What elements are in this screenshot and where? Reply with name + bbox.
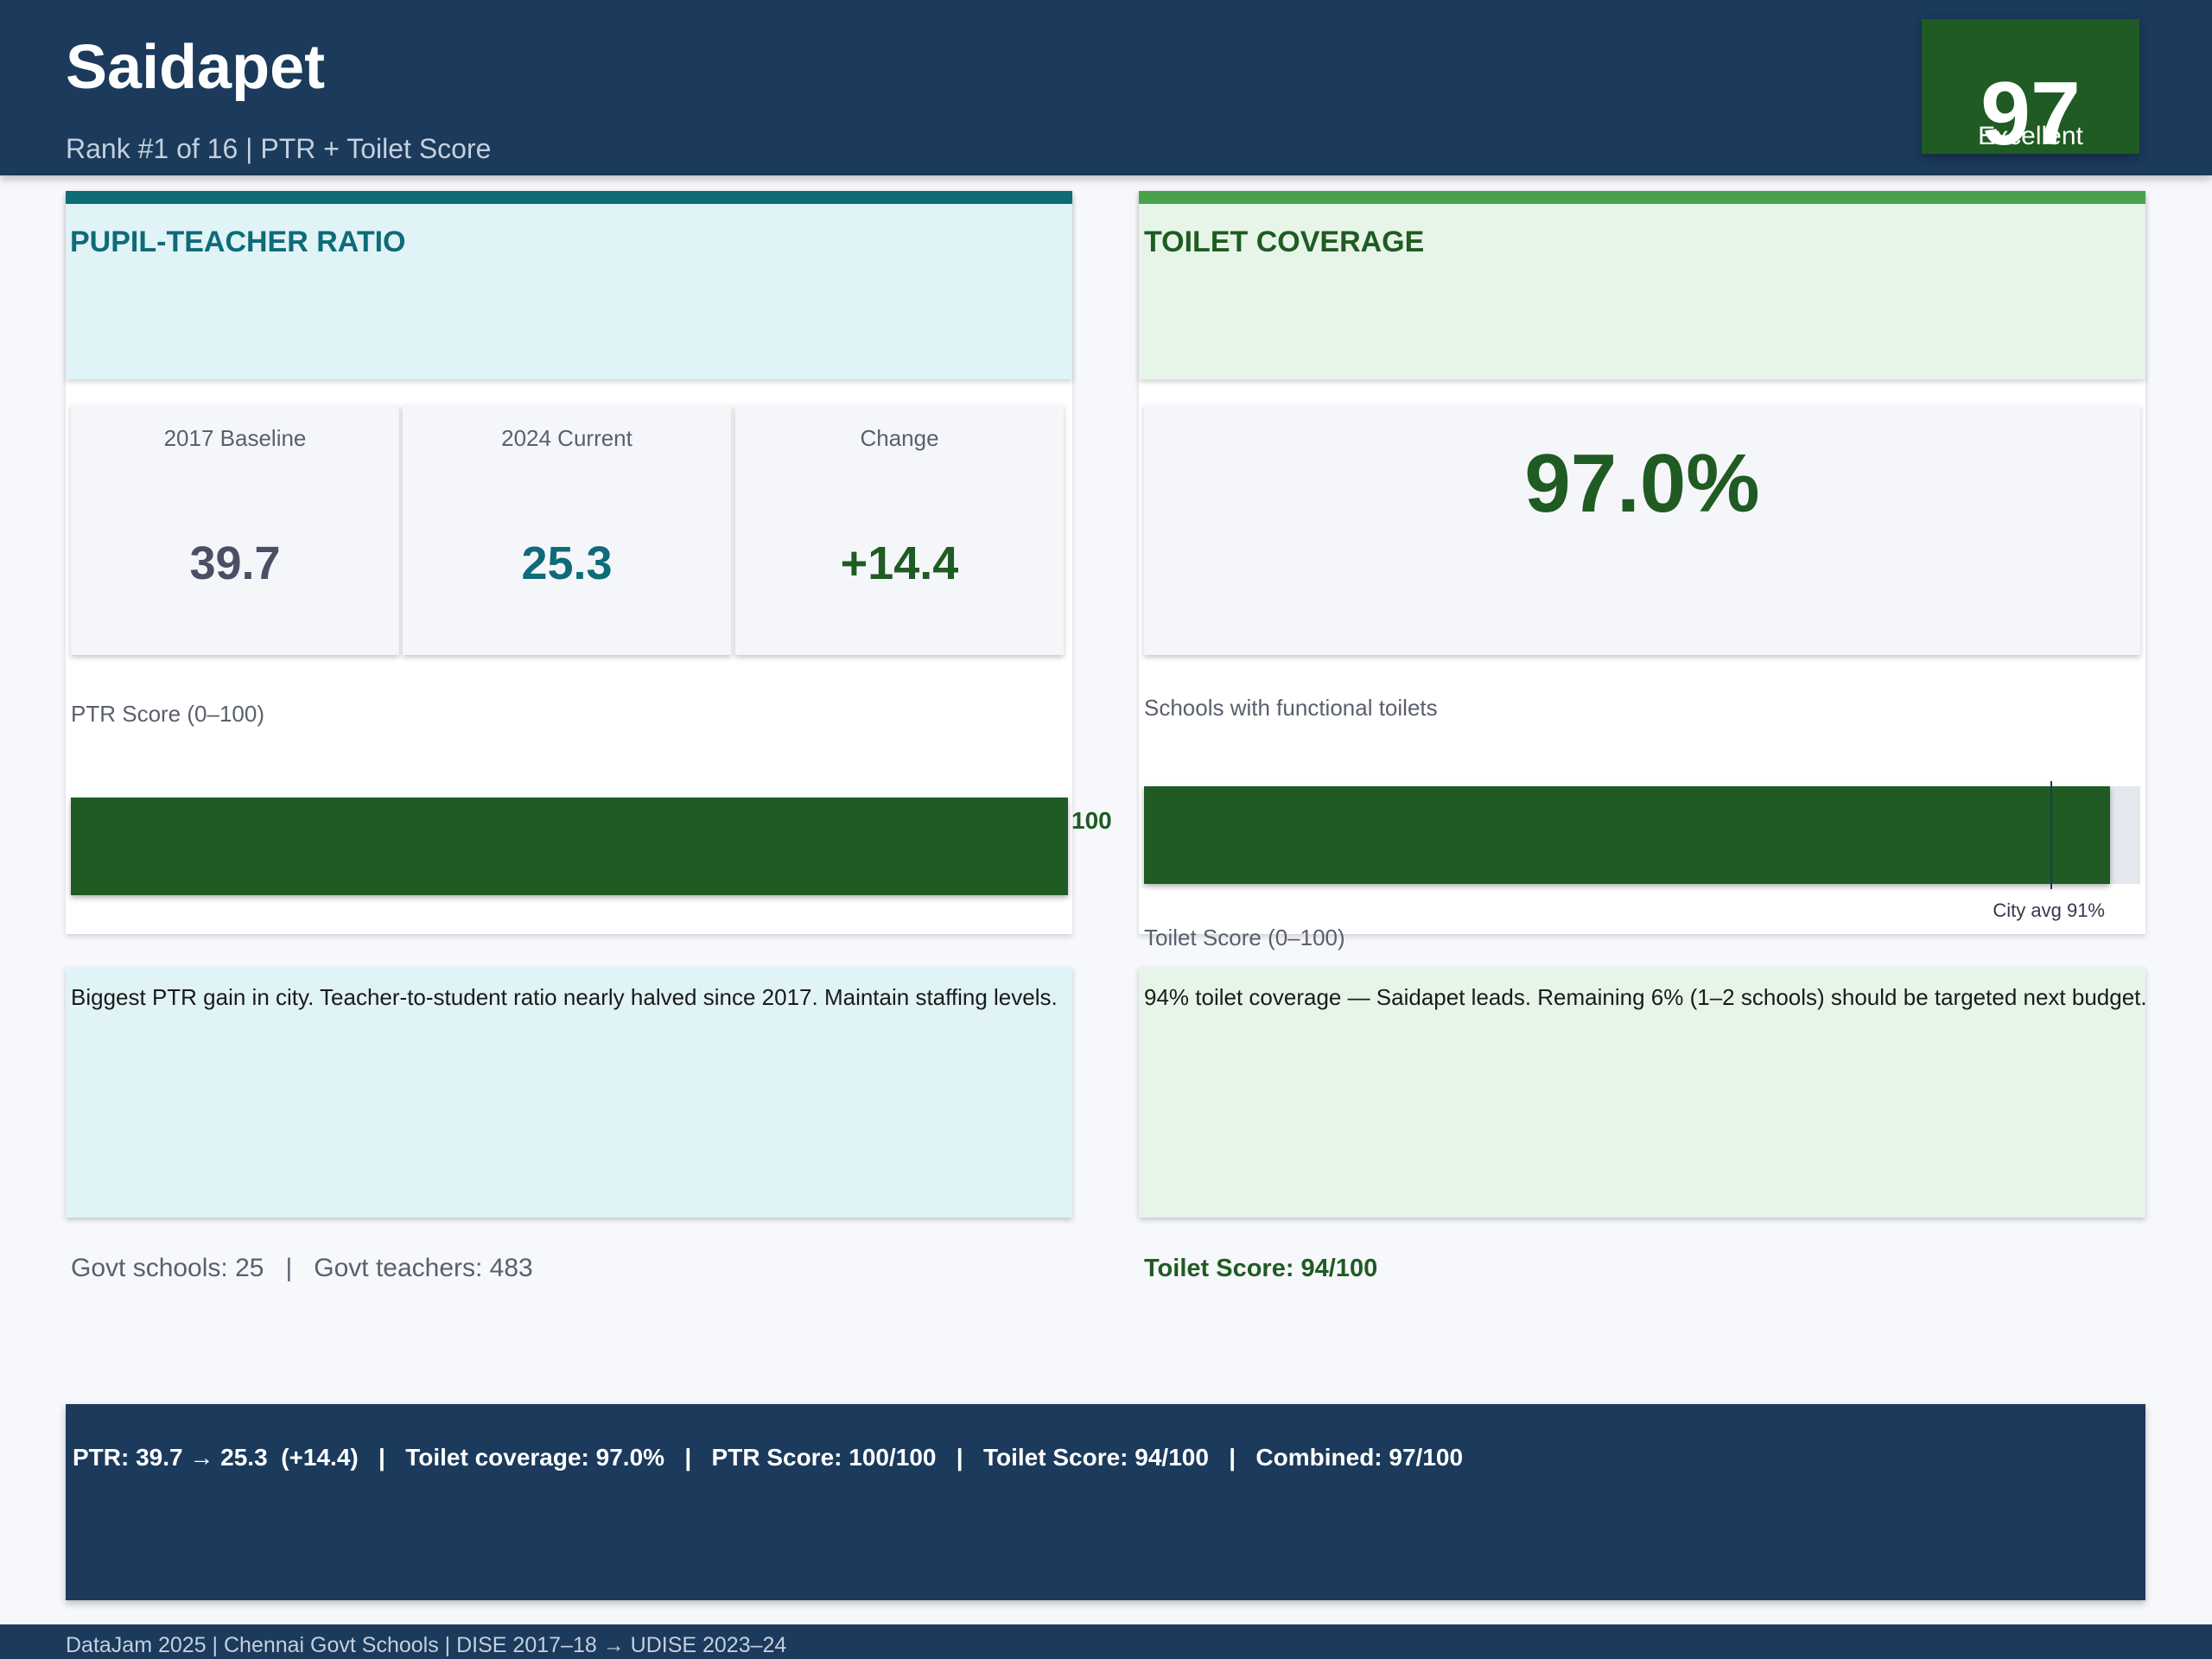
- ptr-score-bar-label: 100: [1071, 807, 1112, 834]
- toilet-note-box: [1139, 967, 2145, 1217]
- toilet-coverage-value: 97.0%: [1524, 437, 1760, 530]
- ptr-current-value: 25.3: [521, 537, 613, 589]
- combined-score-value: 97: [1980, 64, 2081, 164]
- ptr-change-label: Change: [860, 425, 939, 451]
- toilet-accent-bar: [1139, 191, 2145, 204]
- city-average-label: City avg 91%: [1993, 899, 2105, 921]
- ptr-card-header: [66, 191, 1072, 379]
- ptr-note: Biggest PTR gain in city. Teacher-to-stu…: [71, 984, 1058, 1010]
- combined-score-label: Excellent: [1978, 122, 2083, 150]
- toilet-coverage-bar-track: [1144, 781, 2140, 889]
- toilet-title: TOILET COVERAGE: [1144, 226, 1425, 258]
- ptr-accent-bar: [66, 191, 1072, 204]
- toilet-score-line: Toilet Score: 94/100: [1144, 1255, 1378, 1282]
- combined-score-badge: 97 Excellent: [1922, 19, 2139, 159]
- ptr-school-stats: Govt schools: 25 | Govt teachers: 483: [71, 1254, 533, 1282]
- toilet-coverage-card: [1144, 404, 2140, 655]
- ptr-change-value: +14.4: [840, 537, 959, 589]
- header-banner: Saidapet Rank #1 of 16 | PTR + Toilet Sc…: [0, 0, 2212, 175]
- city-average-marker: [2050, 781, 2053, 889]
- ptr-note-box: [66, 967, 1072, 1217]
- ptr-baseline-card: [71, 404, 399, 655]
- district-title: Saidapet: [66, 33, 326, 102]
- toilet-coverage-bar-fill: [1144, 786, 2111, 884]
- footer-credits: DataJam 2025 | Chennai Govt Schools | DI…: [66, 1633, 787, 1657]
- summary-banner: PTR: 39.7 → 25.3 (+14.4) | Toilet covera…: [66, 1404, 2145, 1600]
- ptr-score-caption: PTR Score (0–100): [71, 701, 264, 727]
- ptr-current-label: 2024 Current: [501, 425, 632, 451]
- ptr-score-bar-fill: [71, 798, 1068, 895]
- ptr-current-card: [403, 404, 731, 655]
- toilet-score-caption: Toilet Score (0–100): [1144, 925, 1345, 950]
- toilet-note: 94% toilet coverage — Saidapet leads. Re…: [1144, 984, 2147, 1010]
- footer-bar: DataJam 2025 | Chennai Govt Schools | DI…: [0, 1624, 2212, 1659]
- ptr-change-card: [735, 404, 1064, 655]
- ptr-baseline-value: 39.7: [189, 537, 281, 589]
- toilet-coverage-caption: Schools with functional toilets: [1144, 695, 1438, 721]
- ptr-baseline-label: 2017 Baseline: [163, 425, 307, 451]
- summary-text: PTR: 39.7 → 25.3 (+14.4) | Toilet covera…: [73, 1444, 1464, 1471]
- ptr-title: PUPIL-TEACHER RATIO: [70, 226, 406, 258]
- rank-subtitle: Rank #1 of 16 | PTR + Toilet Score: [66, 133, 492, 164]
- ptr-score-bar-track: [71, 798, 1068, 895]
- toilet-card-header: [1139, 191, 2145, 379]
